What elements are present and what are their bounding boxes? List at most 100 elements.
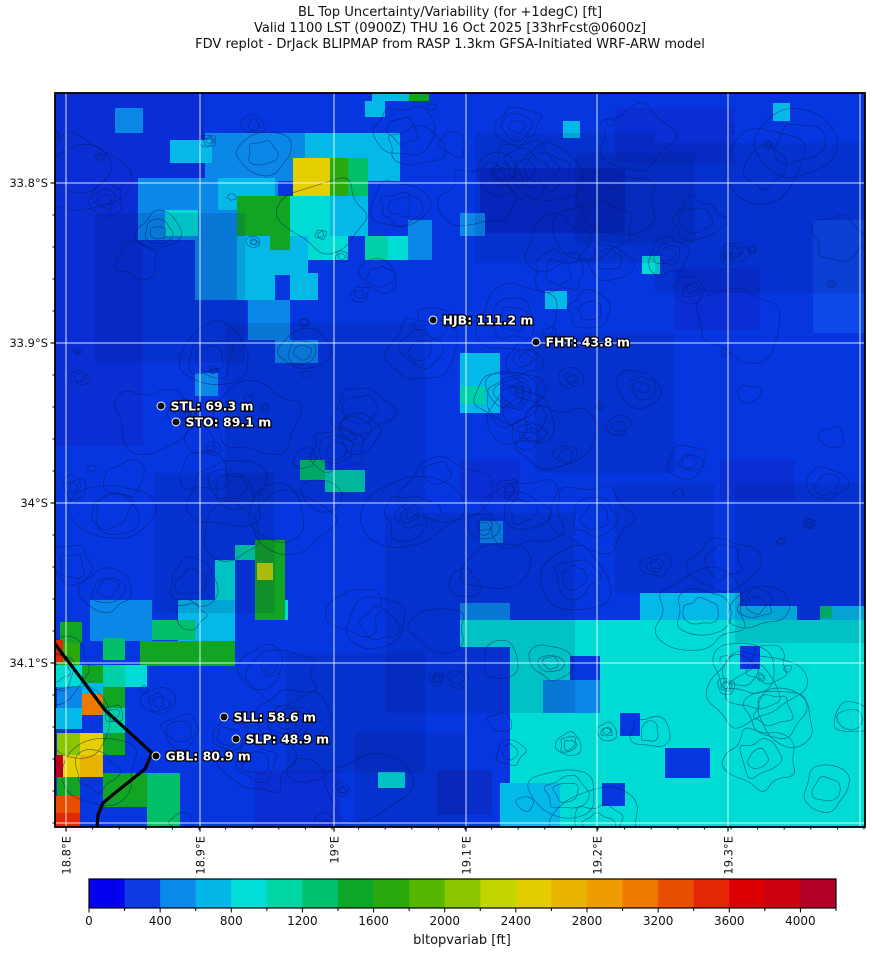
station-label-FHT: FHT: 43.8 m [546, 335, 630, 350]
colorbar-segment [729, 879, 766, 908]
chart-title-line-2: Valid 1100 LST (0900Z) THU 16 Oct 2025 [… [253, 21, 647, 36]
map-cell [543, 680, 600, 713]
map-cell [602, 783, 625, 806]
map-cell [820, 606, 832, 618]
map-cell [140, 641, 235, 666]
colorbar-segment [409, 879, 446, 908]
map-cell [125, 665, 147, 687]
map-cell [510, 620, 865, 827]
map-cell [437, 770, 492, 815]
map-cell [460, 620, 510, 647]
map-cell [237, 275, 275, 300]
station-marker-HJB [428, 315, 438, 325]
map-cell [57, 777, 80, 798]
map-cell [170, 140, 212, 163]
map-cell [195, 240, 237, 300]
map-cell [55, 813, 80, 827]
colorbar-segment [231, 879, 268, 908]
map-cell [740, 646, 760, 669]
map-cell [372, 93, 409, 101]
station-marker-GBL [151, 751, 161, 761]
map-cell [460, 386, 485, 404]
colorbar-frame [88, 878, 837, 909]
station-marker-SLP [231, 734, 241, 744]
map-cell [103, 773, 147, 807]
map-cell [80, 755, 103, 777]
map-cell [720, 460, 795, 500]
map-cell [293, 158, 330, 196]
map-cell [813, 220, 865, 333]
terrain-contours [55, 102, 865, 827]
terrain-shade [285, 653, 425, 773]
map-cell [57, 687, 82, 708]
map-cell [290, 196, 330, 236]
map-cell [103, 665, 125, 687]
colorbar-tick-label: 0 [85, 914, 93, 928]
terrain-shade [615, 483, 715, 593]
map-cell [90, 600, 152, 641]
map-cell [290, 273, 318, 300]
x-tick-label: 19.3°E [722, 836, 736, 875]
map-cell [408, 220, 432, 260]
colorbar-segment [89, 879, 126, 908]
map-cell [570, 656, 600, 680]
terrain-shade [535, 333, 675, 473]
colorbar-segment [124, 879, 161, 908]
colorbar-tick-label: 3200 [643, 914, 674, 928]
colorbar-tick-label: 800 [220, 914, 243, 928]
colorbar-segment [622, 879, 659, 908]
map-cell [388, 236, 408, 260]
colorbar-segment [658, 879, 695, 908]
terrain-shade [575, 153, 695, 243]
y-tick-label: 33.9°S [9, 336, 48, 350]
map-cell [330, 158, 348, 196]
colorbar-segment [266, 879, 303, 908]
y-tick-label: 33.8°S [9, 176, 48, 190]
colorbar-segment [160, 879, 197, 908]
map-cell [115, 108, 143, 133]
chart-title-line-1: BL Top Uncertainty/Variability (for +1de… [297, 5, 603, 20]
station-label-STL: STL: 69.3 m [171, 399, 254, 414]
station-marker-STO [171, 417, 181, 427]
x-tick-label: 18.9°E [194, 836, 208, 875]
map-cell [348, 158, 368, 196]
map-cell [147, 773, 180, 827]
map-cell [409, 93, 429, 101]
map-border [54, 92, 866, 828]
map-cell [55, 708, 82, 729]
map-cell [330, 196, 368, 236]
colorbar-tick-label: 400 [149, 914, 172, 928]
colorbar-tick-label: 2000 [429, 914, 460, 928]
map-cell [255, 770, 340, 827]
colorbar-segment [373, 879, 410, 908]
colorbar-tick-label: 2400 [501, 914, 532, 928]
map-cell [773, 103, 790, 121]
colorbar-segment [764, 879, 801, 908]
x-tick-label: 19.2°E [591, 836, 605, 875]
station-label-GBL: GBL: 80.9 m [166, 749, 251, 764]
map-cell [665, 748, 710, 778]
colorbar-segment [551, 879, 588, 908]
station-label-STO: STO: 89.1 m [186, 415, 272, 430]
station-marker-STL [156, 401, 166, 411]
colorbar-tick-label: 4000 [785, 914, 816, 928]
station-label-HJB: HJB: 111.2 m [443, 313, 534, 328]
map-cell [378, 772, 405, 788]
map-cell [365, 101, 385, 117]
map-cell [237, 196, 290, 236]
colorbar-segment [587, 879, 624, 908]
map-cell [325, 470, 365, 492]
colorbar-segment [800, 879, 837, 908]
map-cell [640, 593, 740, 620]
map-cell [365, 236, 388, 260]
map-cell [80, 733, 103, 755]
colorbar-tick-label: 3600 [714, 914, 745, 928]
colorbar-tick-label: 1600 [358, 914, 389, 928]
y-tick-label: 34°S [20, 496, 48, 510]
colorbar-segment [195, 879, 232, 908]
colorbar-axis-label: bltopvariab [ft] [413, 933, 511, 948]
colorbar-segment [693, 879, 730, 908]
map-cell [82, 665, 103, 687]
